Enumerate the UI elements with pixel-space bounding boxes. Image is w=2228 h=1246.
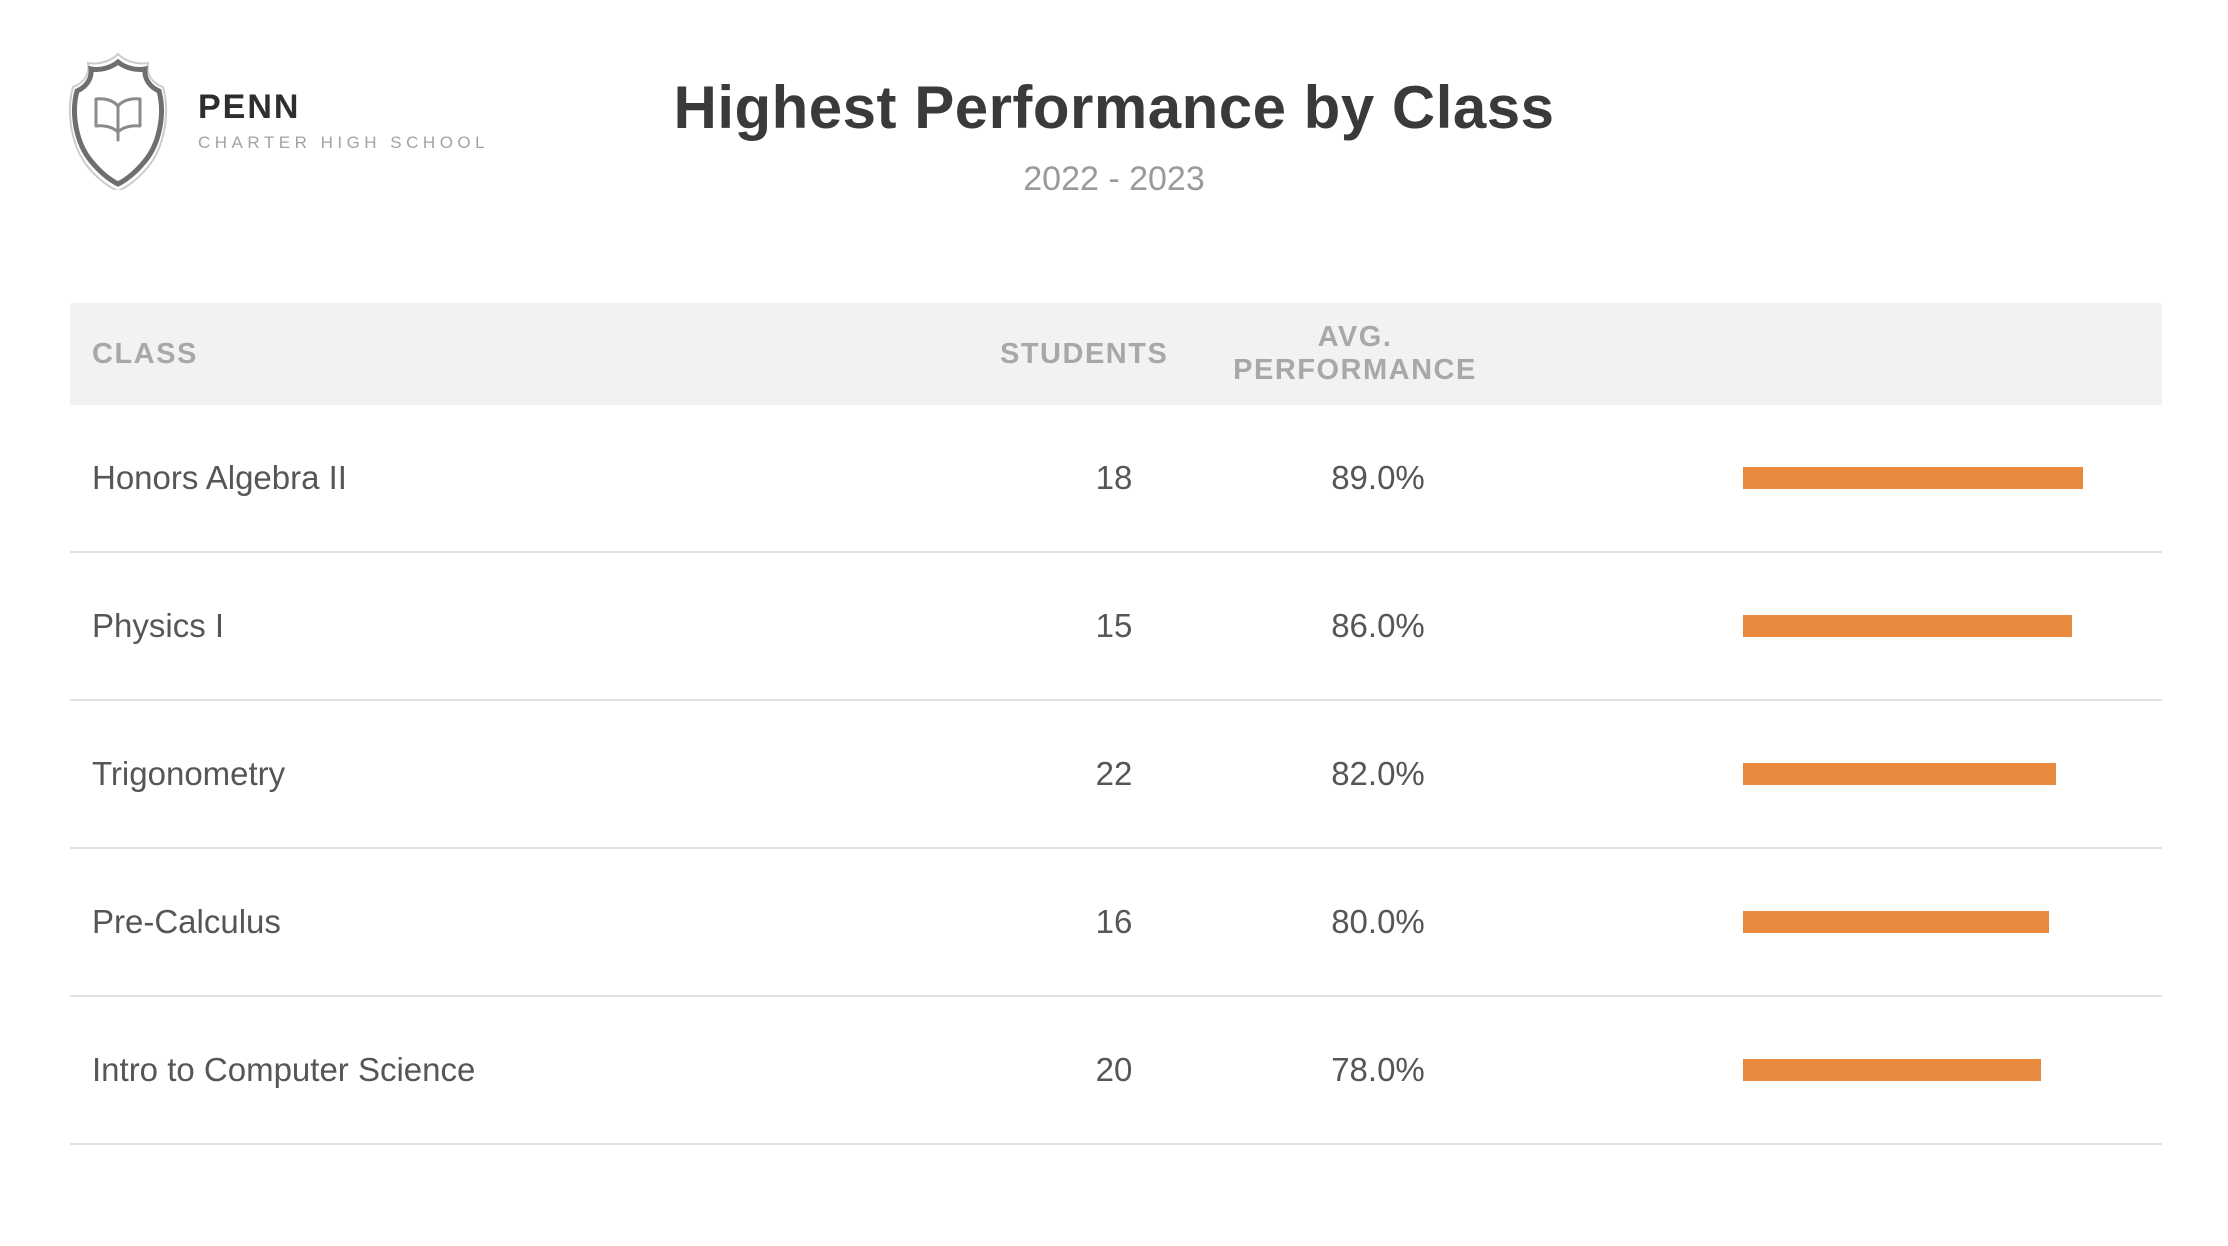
table-row: Physics I 15 86.0%: [70, 553, 2162, 701]
column-header-students: STUDENTS: [1000, 337, 1169, 370]
avg-performance-cell: 82.0%: [1331, 755, 1425, 792]
performance-bar: [1743, 763, 2057, 785]
school-logo: PENN CHARTER HIGH SCHOOL: [58, 50, 489, 190]
avg-performance-cell: 80.0%: [1331, 903, 1425, 940]
table-row: Pre-Calculus 16 80.0%: [70, 849, 2162, 997]
table-header-row: CLASS STUDENTS AVG. PERFORMANCE: [70, 303, 2162, 405]
column-header-class: CLASS: [92, 337, 198, 370]
school-name-block: PENN CHARTER HIGH SCHOOL: [198, 90, 489, 151]
school-subname: CHARTER HIGH SCHOOL: [198, 132, 490, 152]
shield-book-icon: [68, 52, 168, 190]
performance-bar-track: [1743, 615, 2125, 637]
performance-bar: [1743, 911, 2049, 933]
performance-bar-track: [1743, 911, 2125, 933]
school-name: PENN: [198, 87, 301, 126]
students-cell: 20: [1095, 1051, 1133, 1088]
performance-bar-cell: [1510, 467, 2162, 489]
class-cell: Honors Algebra II: [92, 459, 347, 496]
students-cell: 18: [1095, 459, 1133, 496]
students-cell: 22: [1095, 755, 1133, 792]
performance-bar: [1743, 467, 2083, 489]
report-header: Highest Performance by Class 2022 - 2023: [0, 74, 2228, 198]
column-header-avg-performance: AVG. PERFORMANCE: [1233, 321, 1477, 386]
page-subtitle: 2022 - 2023: [1023, 160, 1205, 198]
performance-table: CLASS STUDENTS AVG. PERFORMANCE Honors A…: [70, 303, 2162, 1145]
performance-bar: [1743, 1059, 2041, 1081]
class-cell: Trigonometry: [92, 755, 286, 792]
performance-bar-track: [1743, 1059, 2125, 1081]
avg-performance-cell: 89.0%: [1331, 459, 1425, 496]
avg-performance-cell: 78.0%: [1331, 1051, 1425, 1088]
performance-bar-cell: [1510, 1059, 2162, 1081]
page-title: Highest Performance by Class: [673, 74, 1555, 141]
table-body: Honors Algebra II 18 89.0% Physics I 15 86.0%…: [70, 405, 2162, 1145]
class-cell: Intro to Computer Science: [92, 1051, 476, 1088]
table-row: Intro to Computer Science 20 78.0%: [70, 997, 2162, 1145]
class-cell: Physics I: [92, 607, 225, 644]
performance-bar-track: [1743, 467, 2125, 489]
table-row: Trigonometry 22 82.0%: [70, 701, 2162, 849]
students-cell: 15: [1095, 607, 1133, 644]
performance-bar: [1743, 615, 2072, 637]
students-cell: 16: [1095, 903, 1133, 940]
performance-bar-cell: [1510, 911, 2162, 933]
table-row: Honors Algebra II 18 89.0%: [70, 405, 2162, 553]
performance-bar-track: [1743, 763, 2125, 785]
avg-performance-cell: 86.0%: [1331, 607, 1425, 644]
performance-bar-cell: [1510, 763, 2162, 785]
performance-bar-cell: [1510, 615, 2162, 637]
class-cell: Pre-Calculus: [92, 903, 281, 940]
